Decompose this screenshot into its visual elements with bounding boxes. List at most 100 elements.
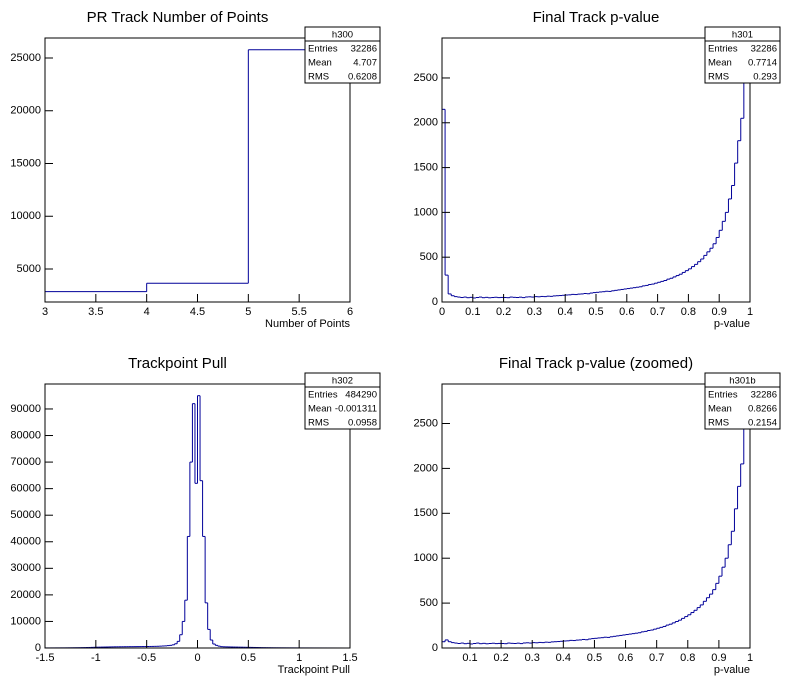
y-tick-label: 20000 [10, 589, 41, 601]
x-tick-label: 4 [144, 306, 150, 318]
stats-label: RMS [308, 72, 329, 83]
stats-value: 484290 [345, 390, 377, 401]
chart-title: PR Track Number of Points [87, 9, 269, 26]
y-tick-label: 60000 [10, 483, 41, 495]
x-axis-label: p-value [714, 318, 750, 330]
x-tick-label: 0.6 [619, 306, 634, 318]
x-tick-label: 0.3 [525, 652, 540, 664]
y-tick-label: 1000 [414, 552, 438, 564]
y-tick-label: 2000 [414, 462, 438, 474]
x-tick-label: 1 [747, 652, 753, 664]
stats-box [304, 372, 381, 430]
stats-label: RMS [708, 72, 729, 83]
y-tick-label: 1500 [414, 161, 438, 173]
histogram [45, 49, 350, 302]
y-tick-label: 2500 [414, 417, 438, 429]
stats-box [704, 26, 781, 84]
y-tick-label: 10000 [10, 210, 41, 222]
x-tick-label: 0.7 [650, 306, 665, 318]
stats-name: h301b [729, 376, 755, 387]
stats-box [704, 372, 781, 430]
y-tick-label: 500 [420, 251, 438, 263]
x-tick-label: 0.9 [712, 306, 727, 318]
histogram [442, 38, 750, 302]
pad: 0 0.1 0.2 0.3 0.4 0.5 0.6 0.7 0.8 0.9 1 0 500 1000 150… [414, 9, 781, 330]
x-tick-label: 0.1 [465, 306, 480, 318]
chart-title: Final Track p-value (zoomed) [499, 355, 693, 372]
chart-title: Trackpoint Pull [128, 355, 227, 372]
y-tick-label: 25000 [10, 52, 41, 64]
x-tick-label: 0.5 [588, 306, 603, 318]
stats-label: RMS [708, 418, 729, 429]
x-tick-label: 0.8 [680, 652, 695, 664]
stats-label: Entries [708, 44, 738, 55]
stats-label: Mean [308, 58, 332, 69]
y-tick-label: 15000 [10, 157, 41, 169]
x-tick-label: 0.4 [558, 306, 573, 318]
histogram [45, 395, 350, 648]
x-tick-label: 0.9 [711, 652, 726, 664]
x-tick-label: 0.4 [556, 652, 571, 664]
x-tick-label: 0 [194, 652, 200, 664]
stats-label: Mean [708, 404, 732, 415]
x-tick-label: 0.1 [462, 652, 477, 664]
x-tick-label: 0.3 [527, 306, 542, 318]
stats-label: Mean [708, 58, 732, 69]
stats-value: 32286 [351, 44, 377, 55]
y-tick-label: 1000 [414, 206, 438, 218]
y-tick-label: 20000 [10, 105, 41, 117]
stats-value: 4.707 [353, 58, 377, 69]
stats-value: 0.293 [753, 72, 777, 83]
histogram [442, 384, 750, 648]
x-tick-label: 0 [439, 306, 445, 318]
stats-box [304, 26, 381, 84]
x-axis-label: p-value [714, 664, 750, 676]
stats-value: 32286 [751, 390, 777, 401]
pad: 0.1 0.2 0.3 0.4 0.5 0.6 0.7 0.8 0.9 1 0 500 1000 1500… [414, 355, 781, 676]
y-tick-label: 40000 [10, 536, 41, 548]
y-tick-label: 30000 [10, 562, 41, 574]
x-tick-label: 1.5 [342, 652, 357, 664]
x-tick-label: 3.5 [88, 306, 103, 318]
y-tick-label: 80000 [10, 429, 41, 441]
stats-name: h302 [332, 376, 353, 387]
x-tick-label: 0.7 [649, 652, 664, 664]
y-tick-label: 10000 [10, 615, 41, 627]
stats-label: Mean [308, 404, 332, 415]
stats-name: h301 [732, 30, 753, 41]
stats-value: 0.8266 [748, 404, 777, 415]
y-tick-label: 0 [35, 642, 41, 654]
y-tick-label: 500 [420, 597, 438, 609]
stats-label: RMS [308, 418, 329, 429]
stats-label: Entries [308, 390, 338, 401]
frame [44, 37, 351, 303]
x-tick-label: 0.8 [681, 306, 696, 318]
x-tick-label: 0.5 [241, 652, 256, 664]
frame [441, 37, 751, 303]
x-tick-label: 5 [245, 306, 251, 318]
x-tick-label: 0.2 [493, 652, 508, 664]
stats-value: 0.0958 [348, 418, 377, 429]
x-tick-label: 0.5 [587, 652, 602, 664]
stats-value: 0.6208 [348, 72, 377, 83]
y-tick-label: 2000 [414, 117, 438, 129]
x-tick-label: -1.5 [36, 652, 55, 664]
x-tick-label: 1 [747, 306, 753, 318]
x-tick-label: -0.5 [137, 652, 156, 664]
pad: 3 3.5 4 4.5 5 5.5 6 5000 10000 15000 20000 25000 Num… [10, 9, 381, 330]
stats-label: Entries [708, 390, 738, 401]
x-tick-label: 0.6 [618, 652, 633, 664]
y-tick-label: 90000 [10, 403, 41, 415]
x-tick-label: -1 [91, 652, 101, 664]
stats-value: 32286 [751, 44, 777, 55]
x-tick-label: 0.2 [496, 306, 511, 318]
x-tick-label: 4.5 [190, 306, 205, 318]
pad: -1.5 -1 -0.5 0 0.5 1 1.5 0 10000 20000 30000 40000 5… [10, 355, 381, 676]
chart-title: Final Track p-value [533, 9, 660, 26]
x-axis-label: Number of Points [265, 318, 350, 330]
y-tick-label: 50000 [10, 509, 41, 521]
x-axis-label: Trackpoint Pull [278, 664, 350, 676]
x-tick-label: 6 [347, 306, 353, 318]
